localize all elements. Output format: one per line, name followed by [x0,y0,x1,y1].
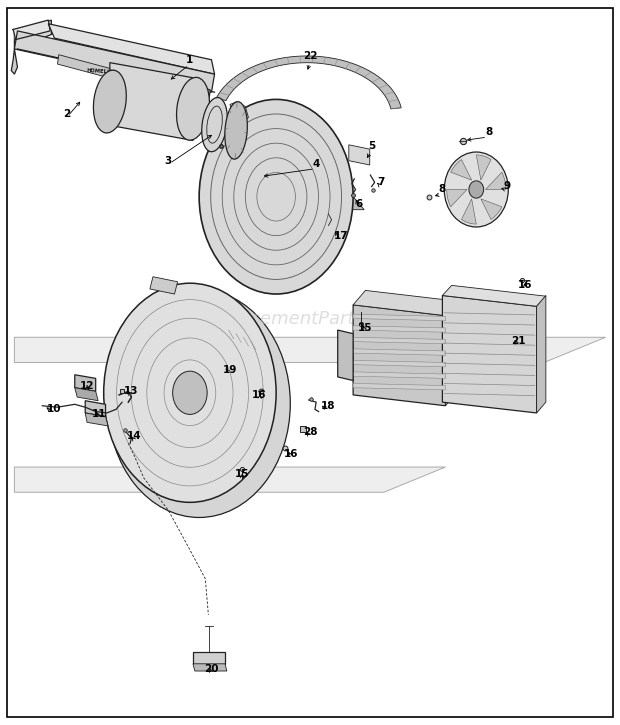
Text: 15: 15 [235,469,249,479]
Ellipse shape [104,283,276,502]
Polygon shape [353,304,446,406]
Polygon shape [14,337,606,362]
Polygon shape [443,296,537,413]
Polygon shape [476,155,491,180]
Polygon shape [13,20,50,40]
Ellipse shape [177,78,210,140]
Text: 6: 6 [356,199,363,209]
Text: 14: 14 [127,431,142,441]
Polygon shape [481,199,502,220]
Text: 2: 2 [63,109,71,119]
Text: 12: 12 [80,381,94,391]
Text: 15: 15 [358,323,373,333]
Polygon shape [338,330,353,381]
Polygon shape [349,145,370,165]
Polygon shape [85,401,105,417]
Polygon shape [353,349,446,355]
Polygon shape [85,413,108,426]
Ellipse shape [94,70,126,133]
Text: 18: 18 [321,401,335,411]
Text: 5: 5 [368,141,375,152]
Polygon shape [216,56,401,109]
Ellipse shape [172,371,207,415]
Polygon shape [485,173,506,189]
Polygon shape [211,117,236,143]
Text: 20: 20 [204,664,219,674]
Polygon shape [75,375,95,392]
Polygon shape [11,49,17,74]
Text: 8: 8 [485,127,492,137]
Polygon shape [193,652,225,664]
Polygon shape [150,277,177,294]
Text: 21: 21 [511,336,525,346]
Text: eReplacementParts.com: eReplacementParts.com [188,310,407,328]
Ellipse shape [469,181,484,198]
Polygon shape [353,337,446,344]
Polygon shape [446,301,458,406]
Text: 11: 11 [92,410,107,419]
Polygon shape [353,326,446,332]
Text: 16: 16 [285,449,299,459]
Text: 22: 22 [303,51,317,61]
Ellipse shape [445,152,508,227]
Text: 19: 19 [223,365,237,375]
Polygon shape [58,54,145,87]
Text: 13: 13 [124,386,139,397]
Polygon shape [14,31,215,92]
Text: 3: 3 [165,156,172,166]
Polygon shape [451,160,472,180]
Text: 8: 8 [439,184,446,194]
Polygon shape [353,291,458,315]
Text: 4: 4 [312,160,320,169]
Polygon shape [537,296,546,413]
Polygon shape [230,102,249,123]
Ellipse shape [202,98,228,152]
Text: 16: 16 [518,280,533,290]
Text: 1: 1 [186,55,193,65]
Polygon shape [461,199,476,224]
Polygon shape [353,360,446,367]
Polygon shape [199,196,364,210]
Polygon shape [110,62,193,141]
Polygon shape [353,372,446,378]
Text: HOMELITE: HOMELITE [86,68,117,75]
Polygon shape [193,664,227,671]
Text: 28: 28 [303,428,317,437]
Polygon shape [443,286,546,306]
Text: 9: 9 [503,181,511,191]
Polygon shape [187,83,210,103]
Text: 7: 7 [377,178,384,187]
Text: 16: 16 [252,390,267,400]
Polygon shape [447,189,467,207]
Text: 17: 17 [334,231,348,241]
Polygon shape [353,384,446,390]
Polygon shape [14,467,446,492]
Polygon shape [48,24,215,74]
Polygon shape [75,388,98,401]
Ellipse shape [108,290,290,518]
Text: 10: 10 [47,405,61,415]
Polygon shape [14,20,51,49]
Polygon shape [353,314,446,320]
Ellipse shape [225,102,247,160]
Ellipse shape [199,99,353,294]
